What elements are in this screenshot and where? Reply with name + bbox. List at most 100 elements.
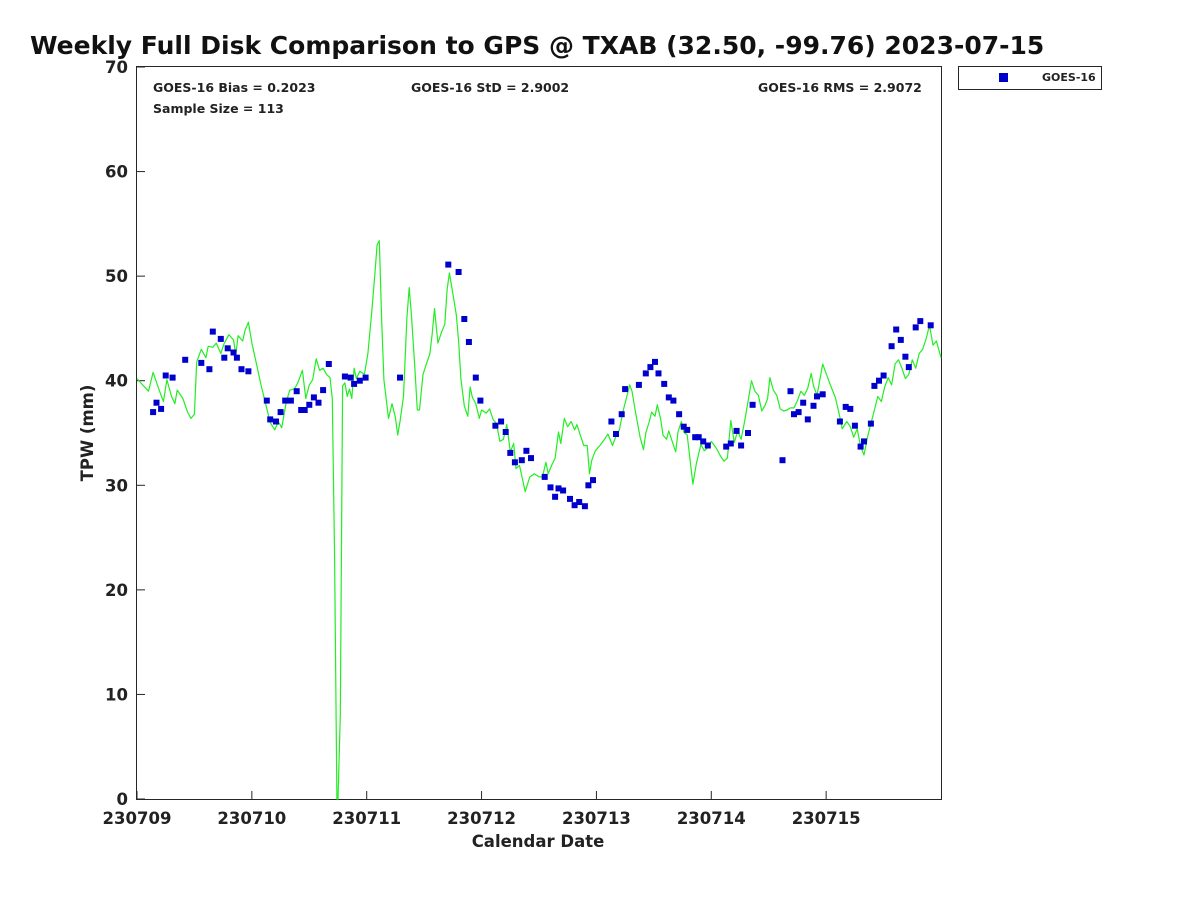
goes16-point	[871, 382, 878, 389]
goes16-point	[150, 409, 157, 416]
x-tick-label: 230715	[792, 809, 861, 828]
goes16-point	[684, 426, 691, 433]
goes16-point	[320, 387, 327, 394]
goes16-point	[622, 386, 629, 393]
goes16-point	[221, 354, 228, 361]
legend-marker-square	[999, 73, 1008, 82]
goes16-point	[492, 422, 499, 429]
goes16-point	[198, 359, 205, 366]
goes16-point	[876, 377, 882, 384]
goes16-point	[502, 429, 509, 435]
goes16-point	[897, 336, 904, 343]
goes16-point	[680, 423, 687, 430]
goes16-point	[727, 440, 734, 447]
goes16-point	[528, 455, 534, 462]
gps-line-series	[136, 240, 942, 800]
goes16-point	[635, 381, 642, 388]
plot-area	[136, 66, 942, 800]
goes16-point	[700, 438, 707, 445]
goes16-point	[217, 335, 224, 342]
goes16-point	[301, 407, 308, 413]
goes16-point	[287, 397, 294, 404]
goes16-point	[282, 397, 289, 404]
goes16-point	[310, 394, 317, 401]
goes16-point	[695, 434, 702, 441]
goes16-point	[857, 443, 864, 450]
goes16-point	[267, 416, 274, 423]
goes16-point	[723, 443, 730, 450]
goes16-point	[704, 442, 711, 449]
goes16-point	[581, 503, 588, 510]
goes16-point	[571, 502, 578, 509]
goes16-point	[745, 430, 751, 436]
goes16-point	[238, 366, 245, 373]
goes16-point	[888, 343, 895, 350]
goes16-point	[733, 427, 740, 434]
goes16-point	[169, 374, 176, 381]
goes16-point	[800, 399, 807, 406]
goes16-point	[325, 361, 332, 367]
goes16-point	[233, 354, 240, 361]
goes16-point	[455, 269, 462, 275]
goes16-point	[912, 324, 919, 331]
x-axis: 230709 230710 230711 230712 230713 230714 2307…	[103, 791, 861, 828]
goes16-point	[836, 418, 843, 425]
goes16-point	[749, 401, 756, 408]
goes16-point	[541, 473, 548, 480]
goes16-point	[511, 459, 518, 466]
goes16-point	[224, 345, 231, 352]
goes16-point	[182, 356, 189, 363]
goes16-point	[927, 322, 934, 329]
goes16-point	[567, 495, 573, 502]
gps-tpw-line	[136, 240, 942, 800]
goes16-point	[867, 420, 874, 427]
goes16-point	[652, 358, 658, 365]
goes16-point	[306, 401, 313, 408]
x-tick-label: 230710	[217, 809, 286, 828]
goes16-point	[917, 318, 924, 325]
legend-box	[958, 66, 1102, 90]
y-tick-label: 40	[105, 372, 128, 391]
goes16-point	[665, 394, 672, 401]
goes16-point	[230, 349, 237, 356]
goes16-point	[273, 418, 279, 425]
goes16-point	[356, 377, 363, 384]
y-tick-label: 70	[105, 58, 128, 77]
y-tick-label: 30	[105, 476, 128, 495]
goes16-point	[618, 411, 625, 418]
goes16-point	[590, 477, 596, 484]
chart-title: Weekly Full Disk Comparison to GPS @ TXA…	[30, 31, 1044, 60]
x-tick-label: 230709	[103, 809, 172, 828]
goes16-point	[397, 374, 403, 381]
goes16-point	[647, 364, 654, 371]
goes16-point	[461, 316, 468, 322]
x-tick-label: 230713	[562, 809, 631, 828]
goes16-point	[655, 370, 662, 377]
goes16-point	[293, 388, 300, 395]
goes16-point	[158, 405, 165, 412]
goes16-point	[445, 261, 452, 268]
goes16-point	[472, 374, 479, 381]
goes16-scatter-series	[150, 261, 934, 510]
bias-stat: GOES-16 Bias = 0.2023	[153, 80, 315, 95]
goes16-point	[555, 485, 562, 492]
goes16-point	[787, 388, 794, 395]
goes16-point	[153, 399, 160, 406]
x-axis-label: Calendar Date	[472, 832, 605, 851]
goes16-point	[341, 373, 348, 380]
y-axis-label: TPW (mm)	[78, 385, 97, 482]
y-tick-label: 10	[105, 685, 128, 704]
std-stat: GOES-16 StD = 2.9002	[411, 80, 569, 95]
goes16-point	[795, 409, 802, 416]
goes16-point	[902, 353, 909, 360]
y-tick-label: 20	[105, 581, 128, 600]
goes16-point	[861, 438, 867, 445]
goes16-point	[851, 422, 858, 429]
y-tick-label: 0	[117, 790, 128, 809]
goes16-point	[518, 457, 525, 464]
x-tick-label: 230712	[447, 809, 516, 828]
goes16-point	[608, 418, 615, 425]
goes16-point	[880, 372, 887, 379]
goes16-point	[162, 372, 169, 379]
